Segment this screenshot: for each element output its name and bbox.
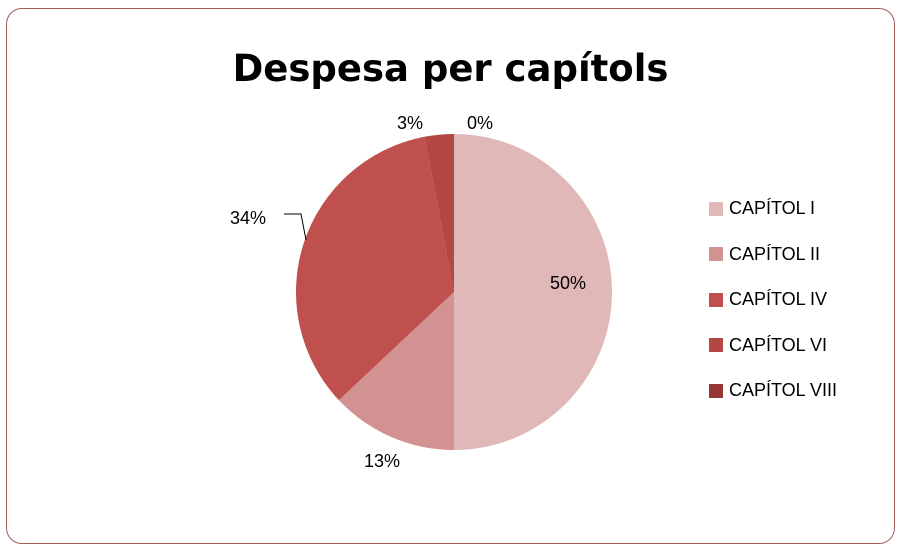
legend-label: CAPÍTOL II — [729, 243, 821, 264]
data-label-cap-tol-iv: 34% — [230, 208, 266, 228]
legend-label: CAPÍTOL VIII — [729, 380, 838, 401]
legend-item-cap-tol-vi: CAPÍTOL VI — [709, 323, 837, 369]
chart-title: Despesa per capítols — [232, 47, 669, 90]
legend: CAPÍTOL I CAPÍTOL II CAPÍTOL IV CAPÍTOL VI C… — [709, 186, 837, 414]
pie-slice-cap-tol-vi — [424, 134, 454, 292]
legend-item-cap-tol-iv: CAPÍTOL IV — [709, 277, 837, 323]
legend-label: CAPÍTOL VI — [729, 334, 828, 355]
pie-slice-cap-tol-i — [454, 134, 612, 450]
data-label-cap-tol-viii: 0% — [467, 113, 493, 133]
legend-item-cap-tol-viii: CAPÍTOL VIII — [709, 368, 837, 414]
pie-slice-cap-tol-iv — [296, 136, 454, 401]
legend-label: CAPÍTOL I — [729, 198, 816, 219]
legend-swatch — [709, 247, 723, 262]
data-label-cap-tol-i: 50% — [550, 273, 586, 293]
legend-item-cap-tol-ii: CAPÍTOL II — [709, 232, 837, 278]
leader-line-cap-tol-iv — [284, 213, 307, 241]
legend-label: CAPÍTOL IV — [729, 289, 828, 310]
data-label-cap-tol-vi: 3% — [397, 113, 423, 133]
legend-swatch — [709, 201, 723, 216]
legend-item-cap-tol-i: CAPÍTOL I — [709, 186, 837, 232]
data-label-cap-tol-ii: 13% — [364, 451, 400, 471]
legend-swatch — [709, 383, 723, 398]
legend-swatch — [709, 292, 723, 307]
pie-slice-cap-tol-ii — [338, 292, 454, 450]
legend-swatch — [709, 338, 723, 353]
